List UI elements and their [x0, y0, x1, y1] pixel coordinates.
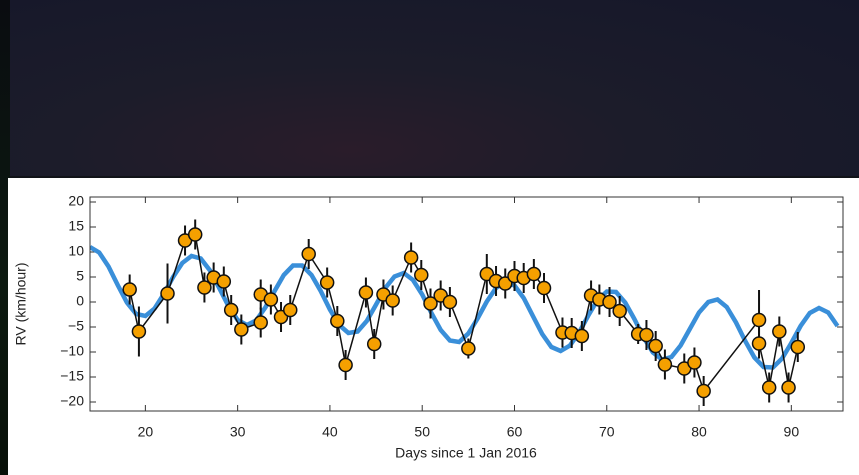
y-tick-label: −20 — [60, 393, 84, 409]
x-tick-label: 90 — [784, 424, 800, 440]
data-point — [189, 228, 202, 241]
data-point — [405, 251, 418, 264]
data-point — [649, 340, 662, 353]
y-tick-label: −5 — [68, 318, 84, 334]
data-point — [462, 342, 475, 355]
data-point — [386, 294, 399, 307]
data-point — [658, 358, 671, 371]
data-point — [443, 296, 456, 309]
x-tick-label: 30 — [230, 424, 246, 440]
data-point — [613, 305, 626, 318]
data-point — [753, 337, 766, 350]
data-point — [368, 338, 381, 351]
data-point — [782, 381, 795, 394]
y-tick-label: 15 — [68, 218, 84, 234]
data-point — [123, 283, 136, 296]
y-tick-label: 10 — [68, 243, 84, 259]
plot-frame — [90, 197, 843, 411]
data-point — [538, 282, 551, 295]
data-point — [264, 293, 277, 306]
data-point — [415, 269, 428, 282]
data-point — [359, 286, 372, 299]
data-point — [331, 315, 344, 328]
data-point — [302, 248, 315, 261]
x-tick-label: 40 — [322, 424, 338, 440]
data-point — [225, 304, 238, 317]
data-point — [688, 356, 701, 369]
x-tick-label: 60 — [507, 424, 523, 440]
data-point — [575, 330, 588, 343]
x-tick-label: 70 — [599, 424, 615, 440]
x-tick-label: 80 — [691, 424, 707, 440]
page: RV (km/hour) Days since 1 Jan 2016 20 30 4… — [0, 0, 859, 475]
data-point — [527, 268, 540, 281]
data-point — [321, 276, 334, 289]
data-point — [254, 316, 267, 329]
y-tick-label: 20 — [68, 193, 84, 209]
data-point — [339, 359, 352, 372]
data-point — [640, 329, 653, 342]
data-point — [284, 304, 297, 317]
data-point — [132, 325, 145, 338]
y-tick-label: −10 — [60, 343, 84, 359]
chart: RV (km/hour) Days since 1 Jan 2016 20 30 4… — [0, 0, 859, 475]
data-point — [791, 341, 804, 354]
data-point — [217, 275, 230, 288]
y-tick-label: −15 — [60, 368, 84, 384]
data-point — [161, 287, 174, 300]
y-tick-label: 5 — [76, 268, 84, 284]
x-tick-label: 20 — [138, 424, 154, 440]
data-point — [763, 381, 776, 394]
y-tick-label: 0 — [76, 293, 84, 309]
data-point — [697, 385, 710, 398]
y-axis-label: RV (km/hour) — [13, 263, 29, 346]
data-point — [773, 325, 786, 338]
x-tick-label: 50 — [414, 424, 430, 440]
x-axis-label: Days since 1 Jan 2016 — [395, 445, 537, 461]
data-point — [235, 323, 248, 336]
data-point — [753, 314, 766, 327]
